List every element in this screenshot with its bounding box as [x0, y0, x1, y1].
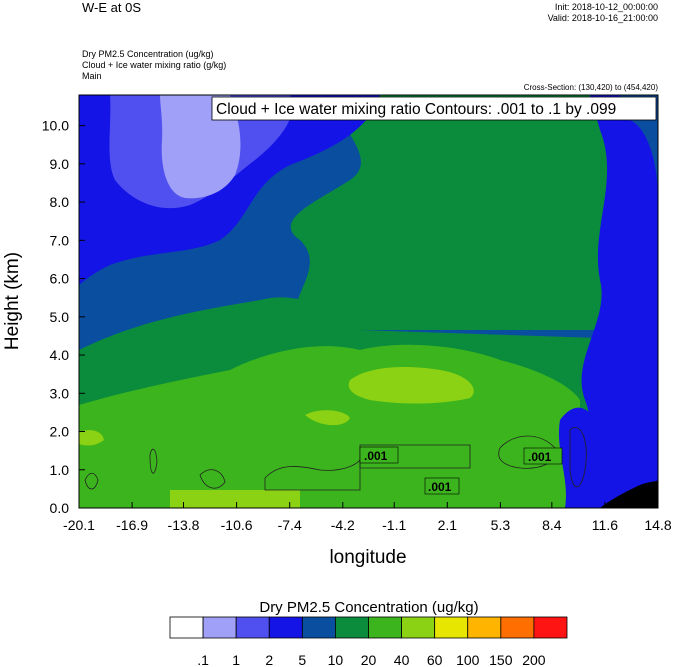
y-tick-label: 2.0 — [50, 424, 70, 440]
y-tick-label: 9.0 — [50, 156, 70, 172]
colorbar-swatch — [335, 616, 369, 639]
x-axis-ticks: -20.1 -16.9 -13.8 -10.6 -7.4 -4.2 -1.1 2.1 5.3 8.… — [63, 502, 672, 533]
x-tick-label: -10.6 — [221, 517, 253, 533]
contour-label-box-2 — [424, 477, 460, 495]
field-yellowgreen-pocket-left — [79, 430, 104, 446]
init-time: Init: 2018-10-12_00:00:00 — [554, 2, 658, 12]
field-main: Main — [82, 71, 102, 81]
y-tick-label: 5.0 — [50, 309, 70, 325]
field-blue-right — [570, 95, 658, 508]
field-darkblue-right-top — [615, 95, 658, 200]
y-tick-label: 8.0 — [50, 194, 70, 210]
contour-label-box-3 — [523, 447, 563, 465]
contour-f — [199, 469, 226, 489]
x-tick-label: 2.1 — [438, 517, 458, 533]
colorbar-level-label: 2 — [265, 652, 273, 667]
colorbar-swatch — [301, 616, 336, 639]
plot-frame — [78, 94, 659, 509]
contour-d — [84, 472, 99, 490]
contour-label-box-1 — [359, 446, 399, 464]
colorbar: .1 1 2 5 10 20 40 60 100 150 200 — [169, 616, 568, 667]
contour-label-1: .001 — [364, 449, 388, 463]
colorbar-swatch — [202, 616, 237, 639]
x-tick-label: 5.3 — [491, 517, 511, 533]
pm25-field — [79, 95, 658, 508]
colorbar-level-label: 100 — [456, 652, 480, 667]
field-cloud-ice: Cloud + Ice water mixing ratio (g/kg) — [82, 60, 227, 70]
x-tick-label: -16.9 — [116, 517, 148, 533]
cross-section-label: Cross-Section: (130,420) to (454,420) — [523, 83, 658, 92]
colorbar-level-label: 200 — [522, 652, 546, 667]
x-tick-label: -1.1 — [382, 517, 406, 533]
colorbar-level-label: 10 — [328, 652, 344, 667]
y-tick-label: 3.0 — [50, 385, 70, 401]
field-pm25: Dry PM2.5 Concentration (ug/kg) — [82, 49, 214, 59]
colorbar-level-label: 40 — [394, 652, 410, 667]
contour-label-2: .001 — [428, 480, 452, 494]
colorbar-swatch — [368, 616, 402, 639]
colorbar-swatch — [401, 616, 436, 639]
y-tick-label: 6.0 — [50, 271, 70, 287]
contour-e — [149, 448, 158, 474]
colorbar-level-label: 150 — [489, 652, 513, 667]
colorbar-level-label: 5 — [298, 652, 306, 667]
colorbar-swatch — [268, 616, 303, 639]
init-valid-times: Init: 2018-10-12_00:00:00 Valid: 2018-10… — [548, 2, 658, 24]
x-tick-label: -4.2 — [331, 517, 355, 533]
field-yellowgreen-pocket-small — [305, 410, 350, 426]
y-tick-label: 7.0 — [50, 232, 70, 248]
y-axis-ticks: 0.0 1.0 2.0 3.0 4.0 5.0 6.0 7.0 8.0 9.0 10.0 — [42, 118, 85, 516]
contour-legend-text: Cloud + Ice water mixing ratio Contours:… — [216, 101, 616, 118]
plot-title: W-E at 0S — [82, 0, 142, 15]
field-green-upper-right — [290, 95, 658, 330]
colorbar-swatch — [533, 616, 568, 639]
field-yellowgreen-pocket-center — [348, 367, 474, 404]
y-tick-label: 1.0 — [50, 462, 70, 478]
colorbar-title: Dry PM2.5 Concentration (ug/kg) — [259, 599, 478, 616]
colorbar-swatch — [467, 616, 502, 639]
contour-g — [569, 427, 587, 488]
x-tick-label: -13.8 — [168, 517, 200, 533]
y-tick-label: 0.0 — [50, 500, 70, 516]
colorbar-level-label: 1 — [232, 652, 240, 667]
contour-legend-box — [211, 96, 657, 121]
contour-labels: .001 .001 .001 — [359, 446, 563, 495]
field-descriptions: Dry PM2.5 Concentration (ug/kg) Cloud + … — [82, 49, 226, 82]
colorbar-swatch — [169, 616, 204, 639]
x-tick-label: 8.4 — [542, 517, 562, 533]
y-axis-label: Height (km) — [2, 252, 23, 350]
colorbar-level-label: 60 — [427, 652, 443, 667]
colorbar-swatch — [434, 616, 469, 639]
field-yellowgreen-surface — [170, 490, 300, 508]
x-tick-label: -7.4 — [278, 517, 302, 533]
colorbar-level-label: 20 — [361, 652, 377, 667]
x-tick-label: 11.6 — [592, 517, 618, 533]
field-lavender-pocket — [160, 95, 241, 199]
x-axis-label: longitude — [329, 547, 406, 568]
terrain — [600, 480, 658, 508]
colorbar-level-label: .1 — [197, 652, 209, 667]
valid-time: Valid: 2018-10-16_21:00:00 — [547, 13, 658, 23]
y-tick-label: 4.0 — [50, 347, 70, 363]
contour-label-3: .001 — [528, 450, 552, 464]
x-tick-label: -20.1 — [63, 517, 95, 533]
x-tick-label: 14.8 — [644, 517, 671, 533]
colorbar-swatch — [235, 616, 270, 639]
colorbar-swatch — [500, 616, 535, 639]
y-tick-label: 10.0 — [42, 118, 69, 134]
